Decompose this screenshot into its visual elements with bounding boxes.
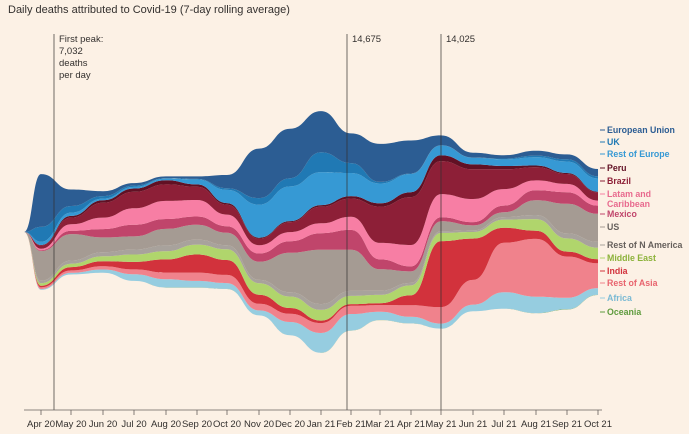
stream-rest-of-europe — [24, 145, 598, 245]
stream-brazil — [24, 161, 598, 249]
x-tick-label: Apr 20 — [27, 419, 55, 430]
stream-mexico — [24, 190, 598, 272]
annotation-label: First peak: — [59, 34, 103, 45]
x-tick-label: Apr 21 — [397, 419, 425, 430]
legend-label: India — [607, 266, 628, 276]
stream-us — [24, 200, 598, 305]
legend-label: Oceania — [607, 307, 641, 317]
legend-label: US — [607, 222, 619, 232]
x-tick-label: Jul 21 — [491, 419, 516, 430]
x-tick-label: Jul 20 — [121, 419, 146, 430]
x-tick-label: Nov 20 — [244, 419, 274, 430]
legend-label: Peru — [607, 163, 627, 173]
legend-label: Rest of N America — [607, 240, 683, 250]
x-tick-label: May 20 — [55, 419, 86, 430]
legend-label: Rest of Asia — [607, 278, 658, 288]
stream-india — [24, 227, 598, 324]
legend-label: Brazil — [607, 176, 631, 186]
stream-layers — [24, 111, 598, 353]
annotation-label: deaths — [59, 58, 88, 69]
stream-latam-and-caribbean — [24, 180, 598, 267]
x-tick-label: Dec 20 — [275, 419, 305, 430]
x-tick-label: Feb 21 — [336, 419, 366, 430]
legend-label: Middle East — [607, 253, 656, 263]
stream-rest-of-asia — [24, 232, 598, 333]
x-tick-label: Mar 21 — [365, 419, 395, 430]
legend-label: Rest of Europe — [607, 149, 670, 159]
legend-label: Mexico — [607, 209, 637, 219]
legend-label: European Union — [607, 125, 675, 135]
x-tick-label: Oct 20 — [213, 419, 241, 430]
legend-label: Africa — [607, 293, 632, 303]
chart-title: Daily deaths attributed to Covid-19 (7-d… — [8, 4, 290, 16]
x-tick-label: Jun 20 — [89, 419, 118, 430]
x-tick-label: Sep 20 — [182, 419, 212, 430]
legend-label: UK — [607, 137, 620, 147]
x-tick-label: Oct 21 — [584, 419, 612, 430]
annotation-label: 14,675 — [352, 34, 381, 45]
annotation-label: 14,025 — [446, 34, 475, 45]
x-tick-label: Aug 20 — [151, 419, 181, 430]
x-tick-label: Jun 21 — [459, 419, 488, 430]
stream-uk — [24, 145, 598, 242]
x-tick-label: Aug 21 — [521, 419, 551, 430]
x-axis: Apr 20 May 20 Jun 20 Jul 20 Aug 20 Sep 20 Oct … — [24, 409, 612, 430]
stream-european-union — [24, 111, 598, 232]
x-tick-label: Sep 21 — [552, 419, 582, 430]
legend: European Union UK Rest of Europe Peru Brazil… — [600, 125, 683, 317]
annotation-label: 7,032 — [59, 46, 83, 57]
legend-label: Latam and Caribbean — [607, 189, 651, 209]
x-tick-label: May 21 — [425, 419, 456, 430]
stream-middle-east — [24, 219, 598, 321]
x-tick-label: Jan 21 — [307, 419, 336, 430]
annotation-label: per day — [59, 70, 91, 81]
